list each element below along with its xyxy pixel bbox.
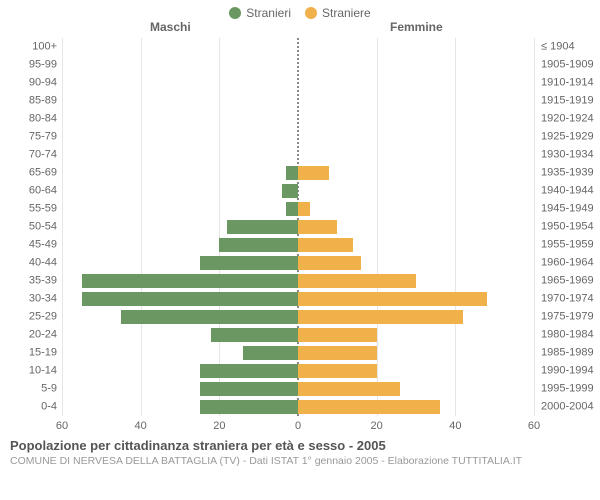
y-axis-title-left: Fasce di età bbox=[0, 203, 2, 266]
age-label: 95-99 bbox=[29, 60, 57, 71]
birth-year-label: 1985-1989 bbox=[541, 348, 594, 359]
header-male: Maschi bbox=[150, 20, 191, 34]
birth-year-label: 1995-1999 bbox=[541, 384, 594, 395]
birth-year-label: 1935-1939 bbox=[541, 168, 594, 179]
birth-year-label: 1990-1994 bbox=[541, 366, 594, 377]
bar-male bbox=[200, 256, 298, 270]
legend-label-female: Straniere bbox=[322, 6, 371, 20]
bar-male bbox=[121, 310, 298, 324]
bar-male bbox=[200, 382, 298, 396]
bar-female bbox=[298, 256, 361, 270]
bar-female bbox=[298, 202, 310, 216]
birth-year-label: 1945-1949 bbox=[541, 204, 594, 215]
bar-male bbox=[211, 328, 298, 342]
birth-year-label: 1940-1944 bbox=[541, 186, 594, 197]
legend-swatch-male bbox=[229, 7, 241, 19]
birth-year-label: 1975-1979 bbox=[541, 312, 594, 323]
grid-line bbox=[141, 38, 142, 416]
bar-male bbox=[243, 346, 298, 360]
header-female: Femmine bbox=[390, 20, 443, 34]
grid-line bbox=[534, 38, 535, 416]
age-label: 30-34 bbox=[29, 294, 57, 305]
legend-item-female: Straniere bbox=[305, 6, 371, 20]
bar-male bbox=[82, 292, 298, 306]
age-label: 70-74 bbox=[29, 150, 57, 161]
birth-year-label: 1970-1974 bbox=[541, 294, 594, 305]
age-label: 40-44 bbox=[29, 258, 57, 269]
legend-item-male: Stranieri bbox=[229, 6, 291, 20]
age-label: 50-54 bbox=[29, 222, 57, 233]
bar-female bbox=[298, 166, 329, 180]
birth-year-label: 1930-1934 bbox=[541, 150, 594, 161]
birth-year-label: 1910-1914 bbox=[541, 78, 594, 89]
bar-female bbox=[298, 364, 377, 378]
birth-year-label: 2000-2004 bbox=[541, 402, 594, 413]
x-tick: 60 bbox=[56, 420, 68, 432]
grid-line bbox=[455, 38, 456, 416]
bar-male bbox=[200, 400, 298, 414]
age-label: 35-39 bbox=[29, 276, 57, 287]
chart-footer: Popolazione per cittadinanza straniera p… bbox=[0, 432, 600, 467]
x-tick: 40 bbox=[449, 420, 461, 432]
bar-male bbox=[286, 166, 298, 180]
age-label: 45-49 bbox=[29, 240, 57, 251]
age-label: 5-9 bbox=[41, 384, 57, 395]
age-label: 85-89 bbox=[29, 96, 57, 107]
x-tick: 40 bbox=[135, 420, 147, 432]
bar-female bbox=[298, 346, 377, 360]
legend: Stranieri Straniere bbox=[0, 0, 600, 20]
age-label: 80-84 bbox=[29, 114, 57, 125]
legend-swatch-female bbox=[305, 7, 317, 19]
age-label: 0-4 bbox=[41, 402, 57, 413]
bar-male bbox=[219, 238, 298, 252]
age-label: 60-64 bbox=[29, 186, 57, 197]
bar-female bbox=[298, 220, 337, 234]
column-headers: Maschi Femmine bbox=[0, 20, 600, 38]
birth-year-label: 1920-1924 bbox=[541, 114, 594, 125]
bar-male bbox=[227, 220, 298, 234]
birth-year-label: 1950-1954 bbox=[541, 222, 594, 233]
age-label: 100+ bbox=[32, 42, 57, 53]
age-label: 25-29 bbox=[29, 312, 57, 323]
birth-year-label: 1980-1984 bbox=[541, 330, 594, 341]
age-label: 10-14 bbox=[29, 366, 57, 377]
birth-year-label: 1960-1964 bbox=[541, 258, 594, 269]
footer-subtitle: COMUNE DI NERVESA DELLA BATTAGLIA (TV) -… bbox=[10, 455, 590, 467]
legend-label-male: Stranieri bbox=[246, 6, 291, 20]
birth-year-label: 1915-1919 bbox=[541, 96, 594, 107]
bar-female bbox=[298, 238, 353, 252]
grid-line bbox=[62, 38, 63, 416]
age-label: 20-24 bbox=[29, 330, 57, 341]
age-label: 65-69 bbox=[29, 168, 57, 179]
x-tick: 60 bbox=[528, 420, 540, 432]
age-label: 75-79 bbox=[29, 132, 57, 143]
birth-year-label: 1905-1909 bbox=[541, 60, 594, 71]
bar-female bbox=[298, 382, 400, 396]
grid-line bbox=[219, 38, 220, 416]
birth-year-label: ≤ 1904 bbox=[541, 42, 575, 53]
bar-male bbox=[200, 364, 298, 378]
age-label: 15-19 bbox=[29, 348, 57, 359]
x-tick: 0 bbox=[295, 420, 301, 432]
x-tick: 20 bbox=[213, 420, 225, 432]
bar-female bbox=[298, 400, 440, 414]
bar-female bbox=[298, 310, 463, 324]
grid-line bbox=[377, 38, 378, 416]
bar-male bbox=[82, 274, 298, 288]
age-label: 55-59 bbox=[29, 204, 57, 215]
bar-female bbox=[298, 292, 487, 306]
birth-year-label: 1955-1959 bbox=[541, 240, 594, 251]
birth-year-label: 1965-1969 bbox=[541, 276, 594, 287]
bar-female bbox=[298, 328, 377, 342]
age-label: 90-94 bbox=[29, 78, 57, 89]
footer-title: Popolazione per cittadinanza straniera p… bbox=[10, 438, 590, 453]
bar-male bbox=[286, 202, 298, 216]
birth-year-label: 1925-1929 bbox=[541, 132, 594, 143]
bar-female bbox=[298, 274, 416, 288]
x-tick: 20 bbox=[371, 420, 383, 432]
bar-male bbox=[282, 184, 298, 198]
population-pyramid-chart: Stranieri Straniere Maschi Femmine Fasce… bbox=[0, 0, 600, 500]
plot-area: Fasce di età Anni di nascita 0-42000-200… bbox=[0, 38, 600, 432]
